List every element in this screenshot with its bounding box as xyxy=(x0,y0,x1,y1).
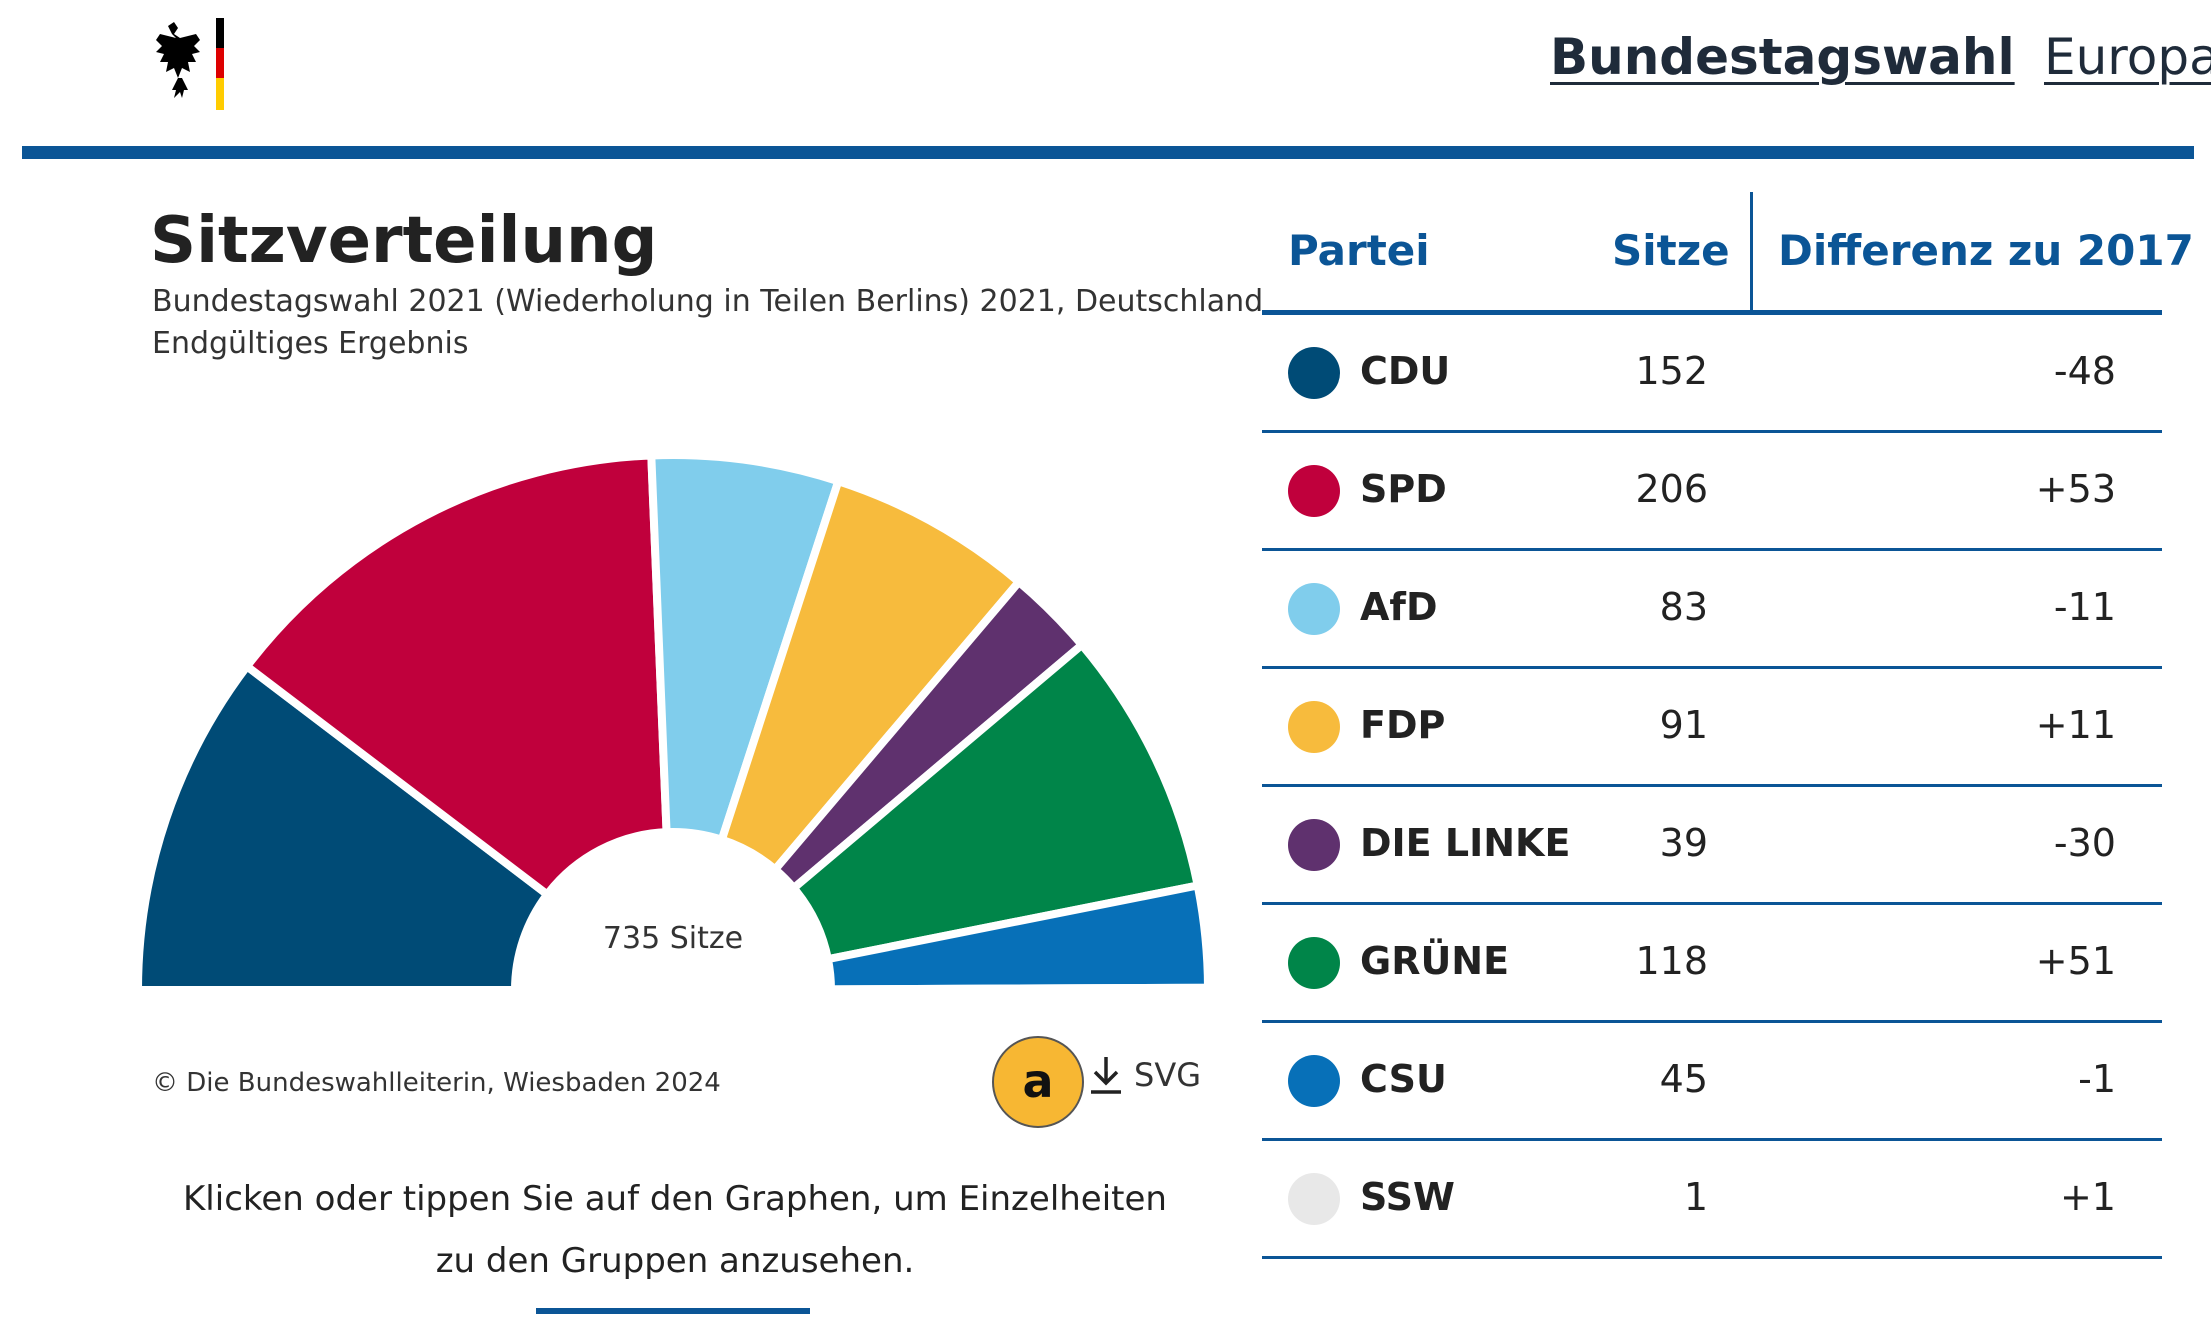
nav-link-bundestagswahl[interactable]: Bundestagswahl xyxy=(1550,28,2015,86)
seat-table: Partei Sitze Differenz zu 2017 CDU 152 -48… xyxy=(1262,192,2194,1259)
svg-download-label: SVG xyxy=(1134,1056,1201,1094)
seat-wedge-grüne[interactable] xyxy=(789,640,1202,964)
seat-wedge-fdp[interactable] xyxy=(717,477,1023,874)
seat-difference: -48 xyxy=(2053,349,2116,393)
seat-difference: +11 xyxy=(2035,703,2116,747)
chart-hint: Klicken oder tippen Sie auf den Graphen,… xyxy=(183,1179,1167,1281)
nav-link-europa[interactable]: Europa xyxy=(2044,28,2211,86)
seat-count: 45 xyxy=(1659,1057,1708,1101)
seat-difference: +1 xyxy=(2059,1175,2116,1219)
party-color-dot xyxy=(1288,701,1340,753)
chart-subtitle-line-2: Endgültiges Ergebnis xyxy=(152,326,469,361)
column-header-diff[interactable]: Differenz zu 2017 xyxy=(1778,226,2194,275)
table-row[interactable]: SSW 1 +1 xyxy=(1262,1141,2162,1259)
seat-wedge-spd[interactable] xyxy=(242,451,671,899)
seat-count: 83 xyxy=(1659,585,1708,629)
seat-count: 91 xyxy=(1659,703,1708,747)
table-row[interactable]: DIE LINKE 39 -30 xyxy=(1262,787,2162,905)
chart-title: Sitzverteilung xyxy=(150,204,658,278)
svg-download-button[interactable]: SVG xyxy=(1088,1050,1201,1100)
table-row[interactable]: AfD 83 -11 xyxy=(1262,551,2162,669)
party-name: CSU xyxy=(1360,1057,1447,1101)
seat-count: 118 xyxy=(1635,939,1708,983)
seat-wedge-cdu[interactable] xyxy=(134,662,552,994)
party-name: DIE LINKE xyxy=(1360,821,1571,865)
party-color-dot xyxy=(1288,583,1340,635)
party-name: AfD xyxy=(1360,585,1438,629)
table-row[interactable]: FDP 91 +11 xyxy=(1262,669,2162,787)
site-header: Bundestagswahl Europa xyxy=(0,0,2211,160)
party-color-dot xyxy=(1288,819,1340,871)
chart-subtitle-line-1: Bundestagswahl 2021 (Wiederholung in Tei… xyxy=(152,284,1264,319)
party-name: FDP xyxy=(1360,703,1446,747)
chart-center-label: 735 Sitze xyxy=(603,921,743,956)
federal-eagle-flag-icon[interactable] xyxy=(138,18,228,110)
copyright-text: © Die Bundeswahlleiterin, Wiesbaden 2024 xyxy=(152,1068,721,1098)
table-header: Partei Sitze Differenz zu 2017 xyxy=(1262,192,2194,315)
seat-distribution-chart[interactable]: 735 Sitze xyxy=(0,380,1240,1000)
seat-count: 206 xyxy=(1635,467,1708,511)
seat-count: 1 xyxy=(1683,1175,1708,1219)
seat-count: 39 xyxy=(1659,821,1708,865)
party-color-dot xyxy=(1288,1173,1340,1225)
hint-underline xyxy=(536,1308,810,1314)
table-row[interactable]: GRÜNE 118 +51 xyxy=(1262,905,2162,1023)
header-divider xyxy=(22,146,2194,159)
column-divider xyxy=(1750,192,1753,310)
party-color-dot xyxy=(1288,347,1340,399)
seat-wedge-ssw[interactable] xyxy=(826,983,1213,994)
table-row[interactable]: SPD 206 +53 xyxy=(1262,433,2162,551)
annotation-marker: a xyxy=(992,1036,1084,1128)
party-name: CDU xyxy=(1360,349,1451,393)
seat-difference: -30 xyxy=(2053,821,2116,865)
table-row[interactable]: CDU 152 -48 xyxy=(1262,315,2162,433)
table-row[interactable]: CSU 45 -1 xyxy=(1262,1023,2162,1141)
party-name: SPD xyxy=(1360,467,1447,511)
party-name: GRÜNE xyxy=(1360,939,1510,983)
party-color-dot xyxy=(1288,937,1340,989)
seat-count: 152 xyxy=(1635,349,1708,393)
column-header-party[interactable]: Partei xyxy=(1288,226,1430,275)
column-header-seats[interactable]: Sitze xyxy=(1612,226,1730,275)
seat-difference: -11 xyxy=(2053,585,2116,629)
party-color-dot xyxy=(1288,465,1340,517)
seat-difference: +51 xyxy=(2035,939,2116,983)
download-icon xyxy=(1091,1057,1121,1094)
seat-difference: -1 xyxy=(2078,1057,2116,1101)
party-color-dot xyxy=(1288,1055,1340,1107)
party-name: SSW xyxy=(1360,1175,1455,1219)
seat-difference: +53 xyxy=(2035,467,2116,511)
